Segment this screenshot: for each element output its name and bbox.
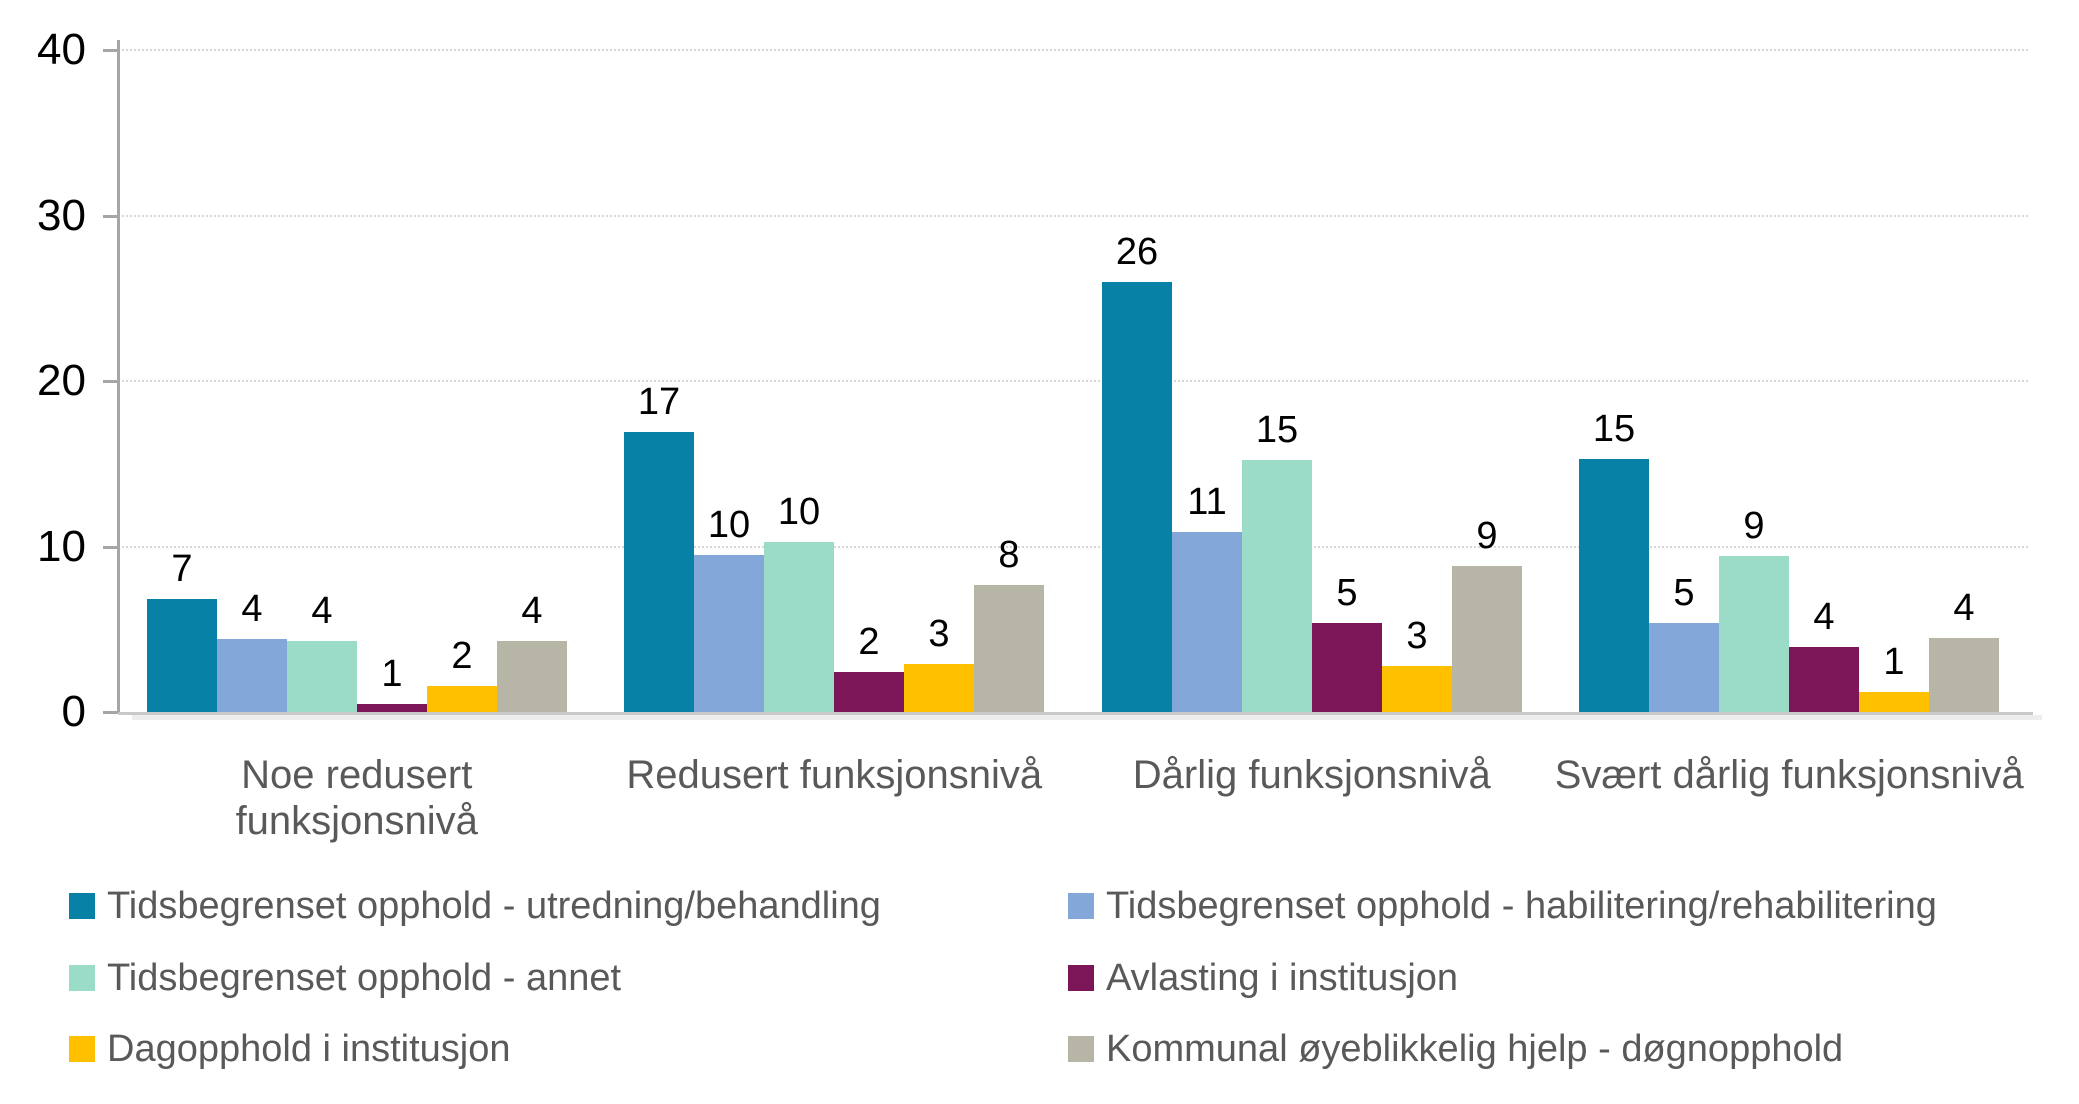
bar-value-label: 4 bbox=[1953, 587, 1975, 629]
legend-label: Kommunal øyeblikkelig hjelp - døgnopphol… bbox=[1106, 1028, 1844, 1070]
bar bbox=[974, 585, 1044, 712]
y-axis-tick-label: 0 bbox=[61, 687, 86, 736]
bar bbox=[834, 672, 904, 712]
bar-value-label: 4 bbox=[1813, 596, 1835, 638]
bar-value-label: 26 bbox=[1115, 231, 1159, 273]
legend-label: Tidsbegrenset opphold - utredning/behand… bbox=[107, 885, 881, 927]
bar bbox=[1859, 692, 1929, 712]
y-axis-tick-mark bbox=[103, 380, 118, 383]
bar-value-label: 11 bbox=[1187, 481, 1227, 523]
bar bbox=[1382, 666, 1452, 712]
y-axis-tick-label: 20 bbox=[37, 356, 86, 405]
y-axis-tick-mark bbox=[103, 711, 118, 714]
bar bbox=[1172, 532, 1242, 712]
gridline bbox=[118, 380, 2028, 382]
bar-value-label: 2 bbox=[451, 635, 473, 677]
bar-value-label: 1 bbox=[1883, 641, 1905, 683]
bar bbox=[904, 664, 974, 712]
bar bbox=[1719, 556, 1789, 712]
y-axis-tick-mark bbox=[103, 214, 118, 218]
gridline bbox=[118, 49, 2028, 51]
category-label: Svært dårlig funksjonsnivå bbox=[1554, 753, 2024, 797]
bar bbox=[497, 641, 567, 712]
bar bbox=[357, 704, 427, 712]
bar bbox=[1649, 623, 1719, 712]
legend-item: Dagopphold i institusjon bbox=[69, 1028, 511, 1070]
bar-value-label: 3 bbox=[1406, 615, 1428, 657]
bar-value-label: 15 bbox=[1592, 408, 1636, 450]
legend-label: Avlasting i institusjon bbox=[1106, 957, 1459, 999]
legend-swatch bbox=[1068, 893, 1094, 919]
bar-value-label: 5 bbox=[1673, 572, 1695, 614]
y-axis-tick-label: 10 bbox=[37, 521, 86, 571]
bar-value-label: 10 bbox=[707, 504, 751, 546]
gridline bbox=[118, 545, 2028, 548]
bar bbox=[1929, 638, 1999, 712]
legend-item: Kommunal øyeblikkelig hjelp - døgnopphol… bbox=[1068, 1028, 1844, 1070]
bar bbox=[287, 641, 357, 712]
bar bbox=[624, 432, 694, 712]
bar bbox=[1579, 459, 1649, 712]
bar-value-label: 17 bbox=[637, 381, 681, 423]
legend-label: Tidsbegrenset opphold - habilitering/reh… bbox=[1106, 885, 1937, 927]
bar-value-label: 15 bbox=[1255, 409, 1299, 451]
x-axis-shadow bbox=[132, 715, 2042, 720]
bar-value-label: 8 bbox=[998, 534, 1020, 576]
category-label: Noe redusert funksjonsnivå bbox=[235, 753, 478, 843]
bar bbox=[1312, 623, 1382, 712]
legend-item: Tidsbegrenset opphold - utredning/behand… bbox=[69, 885, 881, 927]
y-axis-tick-mark bbox=[103, 49, 118, 52]
bar-value-label: 7 bbox=[171, 548, 193, 590]
legend-swatch bbox=[69, 1036, 95, 1062]
bar-value-label: 10 bbox=[777, 491, 821, 533]
legend-item: Avlasting i institusjon bbox=[1068, 957, 1459, 999]
bar-value-label: 2 bbox=[858, 621, 880, 663]
legend-swatch bbox=[69, 893, 95, 919]
bar-value-label: 5 bbox=[1336, 572, 1358, 614]
y-axis-line bbox=[117, 40, 120, 712]
bar-value-label: 4 bbox=[241, 588, 263, 630]
legend-label: Dagopphold i institusjon bbox=[107, 1028, 511, 1070]
bar-value-label: 1 bbox=[381, 653, 403, 695]
y-axis-tick-mark bbox=[103, 545, 118, 549]
bar bbox=[1242, 460, 1312, 712]
legend-swatch bbox=[1068, 965, 1094, 991]
bar-value-label: 4 bbox=[521, 590, 543, 632]
bar-value-label: 9 bbox=[1743, 505, 1765, 547]
bar bbox=[217, 639, 287, 712]
category-label: Dårlig funksjonsnivå bbox=[1132, 753, 1491, 797]
bar bbox=[147, 599, 217, 712]
bar bbox=[1452, 566, 1522, 712]
bar bbox=[427, 686, 497, 712]
bar-value-label: 4 bbox=[311, 590, 333, 632]
bar bbox=[1789, 647, 1859, 712]
bar bbox=[694, 555, 764, 712]
legend-swatch bbox=[69, 965, 95, 991]
gridline bbox=[118, 214, 2028, 217]
y-axis-tick-label: 30 bbox=[37, 190, 86, 240]
legend-label: Tidsbegrenset opphold - annet bbox=[107, 957, 622, 999]
legend-item: Tidsbegrenset opphold - annet bbox=[69, 957, 622, 999]
category-label: Redusert funksjonsnivå bbox=[626, 753, 1043, 797]
bar bbox=[1102, 282, 1172, 712]
x-axis-line bbox=[118, 712, 2033, 715]
bar bbox=[764, 542, 834, 712]
bar-value-label: 3 bbox=[928, 613, 950, 655]
bar-value-label: 9 bbox=[1476, 515, 1498, 557]
y-axis-tick-label: 40 bbox=[37, 25, 86, 74]
legend-item: Tidsbegrenset opphold - habilitering/reh… bbox=[1068, 885, 1937, 927]
legend-swatch bbox=[1068, 1036, 1094, 1062]
